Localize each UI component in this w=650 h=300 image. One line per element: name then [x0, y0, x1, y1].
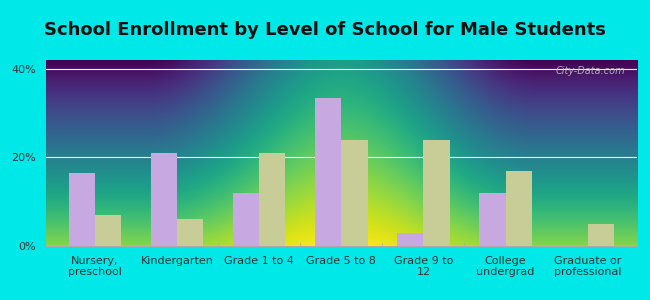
Bar [479, 193, 506, 246]
Text: School Enrollment by Level of School for Male Students: School Enrollment by Level of School for… [44, 21, 606, 39]
Bar [233, 193, 259, 246]
Bar [259, 153, 285, 246]
Bar [68, 173, 95, 246]
Bar [423, 140, 450, 246]
Bar [95, 215, 121, 246]
Bar [588, 224, 614, 246]
Bar [341, 140, 367, 246]
Bar [151, 153, 177, 246]
Text: City-Data.com: City-Data.com [556, 66, 625, 76]
Bar [177, 219, 203, 246]
Bar [397, 233, 423, 246]
Bar [506, 171, 532, 246]
Bar [315, 98, 341, 246]
